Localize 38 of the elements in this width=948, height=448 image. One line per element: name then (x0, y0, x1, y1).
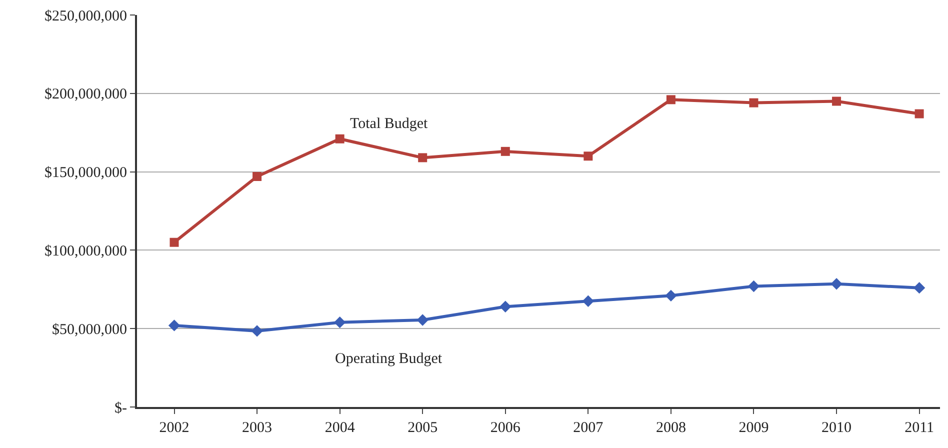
point (170, 238, 179, 247)
point (914, 109, 924, 118)
series-label: Total Budget (350, 116, 429, 132)
point (418, 153, 428, 162)
point (335, 134, 344, 144)
point (416, 314, 428, 326)
series-label: Operating Budget (335, 351, 443, 367)
point (251, 325, 263, 337)
x-tick-label: 2005 (408, 420, 438, 436)
y-tick-label: $150,000,000 (44, 165, 127, 182)
x-tick-label: 2004 (324, 420, 356, 436)
point (830, 278, 842, 290)
point (665, 290, 677, 302)
point (500, 300, 512, 312)
point (748, 280, 760, 292)
x-tick-label: 2006 (490, 420, 521, 436)
x-tick-label: 2003 (242, 420, 272, 436)
point (252, 172, 262, 181)
point (334, 316, 346, 328)
y-tick-label: $200,000,000 (44, 86, 127, 103)
point (666, 95, 676, 104)
point (913, 282, 926, 294)
x-tick-label: 2011 (904, 420, 934, 436)
x-tick-label: 2007 (573, 420, 604, 436)
point (749, 98, 758, 108)
point (584, 152, 593, 161)
x-tick-label: 2008 (656, 420, 686, 436)
y-tick-label: $100,000,000 (44, 243, 127, 260)
point (582, 295, 594, 308)
y-tick-label: $250,000,000 (44, 8, 127, 24)
point (168, 320, 180, 332)
point (500, 146, 510, 156)
x-tick-label: 2002 (159, 420, 190, 436)
x-tick-label: 2009 (738, 420, 769, 436)
x-tick-label: 2010 (822, 420, 852, 436)
y-tick-label: $50,000,000 (52, 322, 127, 338)
y-tick-label: $- (114, 400, 127, 416)
point (832, 96, 842, 106)
